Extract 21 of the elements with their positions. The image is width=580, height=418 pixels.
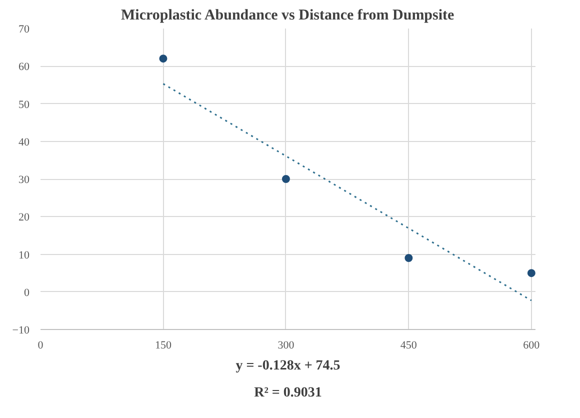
y-tick-label: 0: [24, 286, 30, 299]
text: R² = 0.9031: [254, 386, 322, 400]
x-tick-label: 300: [278, 340, 295, 352]
y-tick-label: 60: [18, 61, 30, 74]
y-tick-label: −10: [12, 324, 30, 336]
y-tick-label: 50: [18, 98, 30, 111]
point: [527, 269, 536, 278]
point: [282, 175, 290, 183]
y-tick-label: 10: [18, 249, 30, 262]
x-tick-label: 450: [400, 340, 418, 352]
point: [159, 54, 168, 63]
x-tick-label: 150: [154, 340, 172, 352]
x-tick-label: 600: [523, 340, 540, 352]
y-tick-label: 40: [18, 136, 30, 148]
y-tick-label: 30: [18, 174, 30, 186]
point: [404, 254, 413, 262]
x-tick-label: 0: [38, 340, 44, 352]
text: y = -0.128x + 74.5: [236, 358, 340, 374]
y-tick-label: 70: [18, 24, 30, 36]
chart-title: Microplastic Abundance vs Distance from Dumpsite: [120, 8, 455, 24]
y-tick-label: 20: [18, 212, 30, 224]
